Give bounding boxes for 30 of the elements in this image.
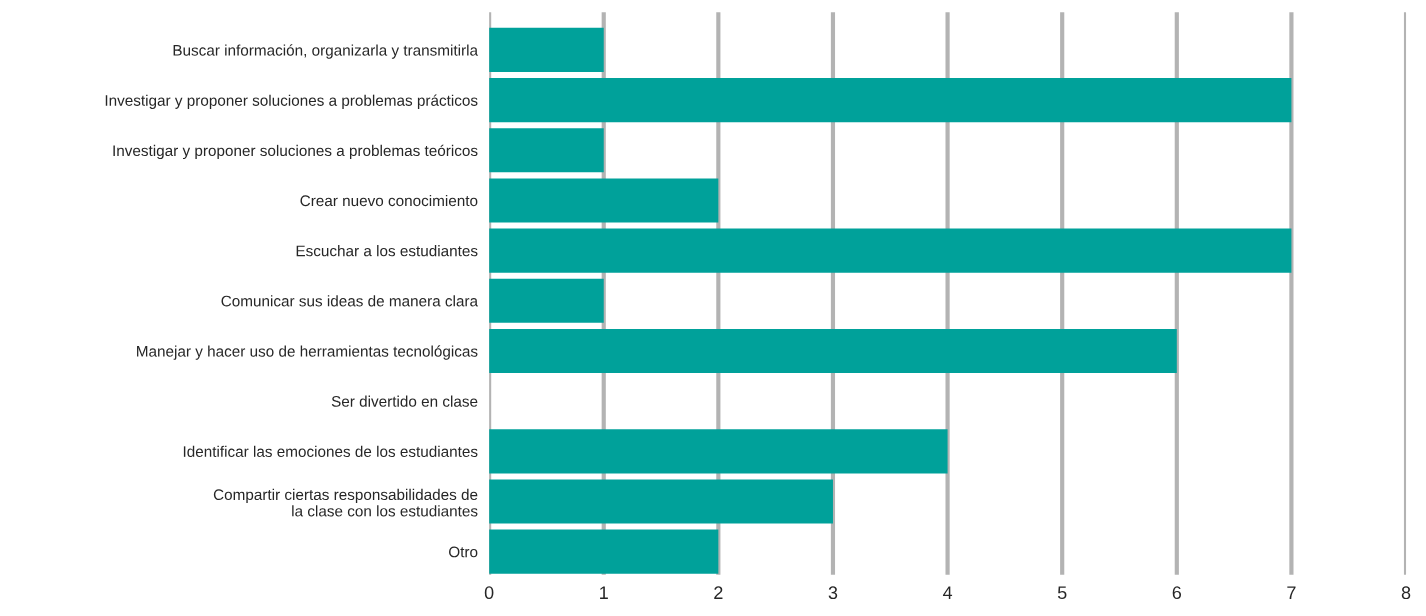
y-tick-label: Identificar las emociones de los estudiantes: [183, 445, 478, 457]
x-tick-label: 7: [1287, 586, 1296, 599]
bar: [489, 328, 1177, 374]
x-tick-label: 6: [1172, 586, 1182, 600]
bar: [489, 278, 604, 323]
x-tick-label: 1: [600, 586, 608, 599]
bar: [489, 178, 719, 223]
y-tick-label: Comunicar sus ideas de manera clara: [221, 295, 479, 307]
x-tick-label: 2: [714, 586, 723, 599]
bar: [489, 128, 604, 173]
x-tick-label: 5: [1057, 586, 1067, 600]
y-tick-label: Manejar y hacer uso de herramientas tecnológicas: [137, 345, 478, 360]
bar: [489, 228, 1292, 273]
y-tick-label: Otro: [449, 546, 478, 558]
bar: [489, 429, 948, 474]
y-tick-label: Crear nuevo conocimiento: [300, 194, 478, 207]
bar: [489, 529, 719, 574]
bar: [489, 27, 604, 73]
bar: [489, 479, 833, 524]
x-tick-label: 3: [828, 586, 838, 600]
y-tick-label: Escuchar a los estudiantes: [296, 245, 478, 257]
y-tick-label: Investigar y proponer soluciones a problemas prácticos: [105, 94, 478, 109]
y-tick-label: Compartir ciertas responsabilidades de la clase con los estudiantes: [213, 488, 478, 517]
y-tick-label: Investigar y proponer soluciones a problemas teóricos: [113, 144, 478, 160]
y-tick-label: Buscar información, organizarla y transmitirla: [173, 44, 479, 59]
x-tick-label: 8: [1401, 586, 1411, 600]
bar: [489, 78, 1292, 123]
x-tick-label: 4: [942, 586, 953, 599]
y-tick-label: Ser divertido en clase: [331, 395, 478, 407]
x-tick-label: 0: [484, 586, 494, 600]
